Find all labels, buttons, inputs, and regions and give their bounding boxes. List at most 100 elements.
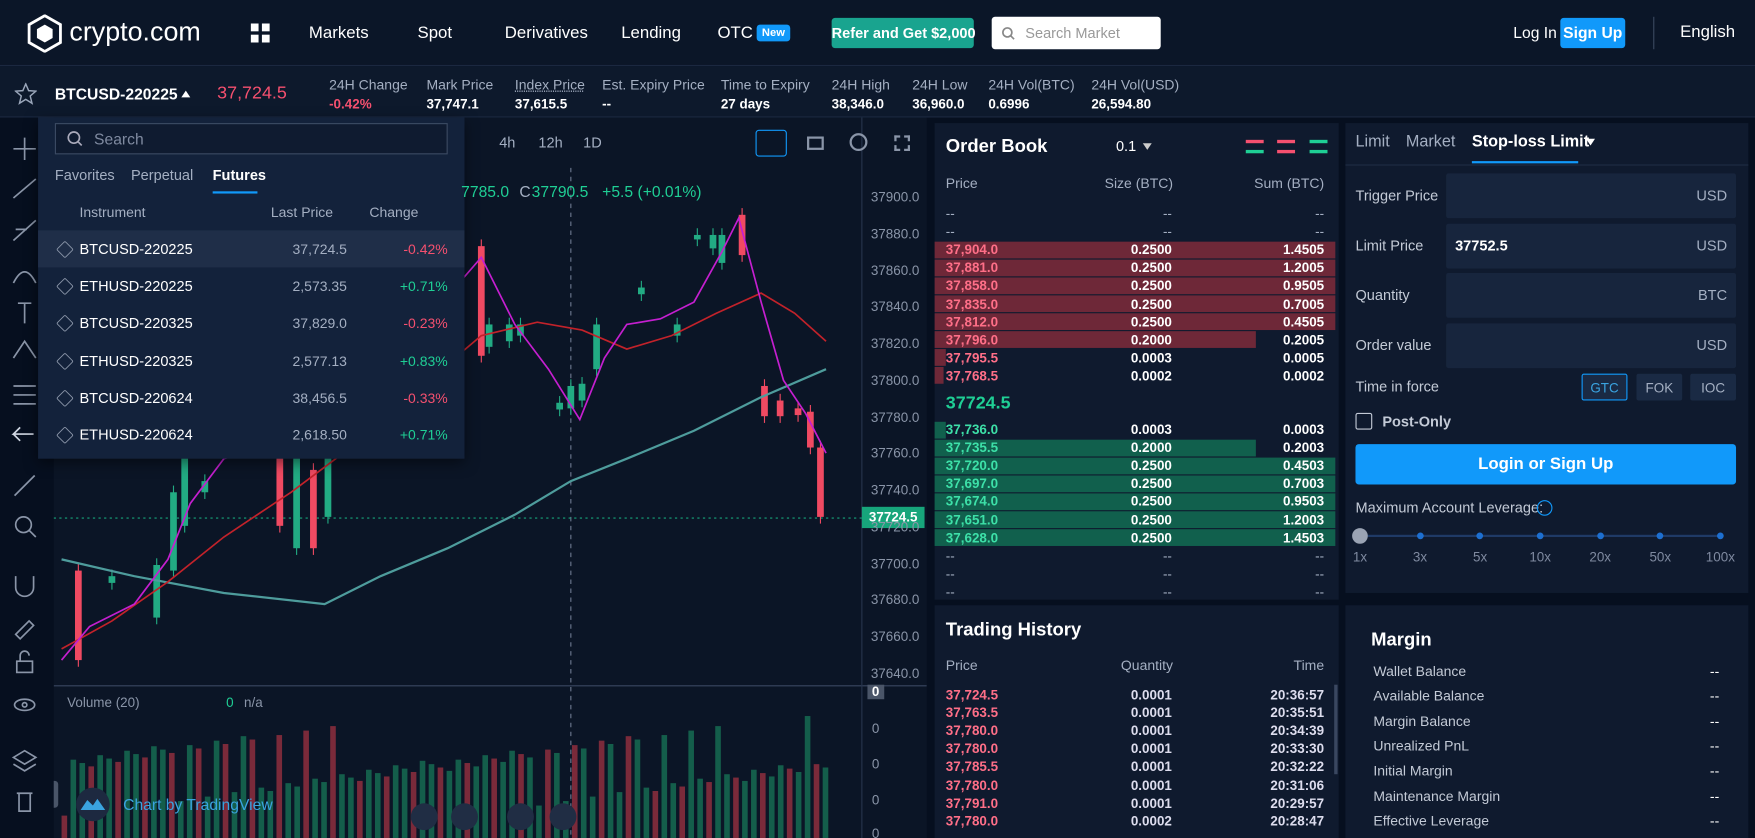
book-size: 0.0003 [1130, 349, 1172, 366]
login-link[interactable]: Log In [1513, 23, 1557, 42]
tif-button[interactable]: FOK [1636, 373, 1683, 401]
book-price[interactable]: 37,697.0 [945, 475, 999, 492]
precision-selector[interactable]: 0.1 [1115, 137, 1137, 155]
book-view-toggle[interactable] [1277, 139, 1296, 154]
candle-body [673, 324, 681, 336]
bar-style-button[interactable] [807, 136, 824, 150]
volume-bar [169, 752, 175, 838]
margin-panel [1345, 605, 1749, 838]
nav-link[interactable]: OTC [717, 23, 753, 43]
fullscreen-button[interactable] [894, 135, 910, 152]
interval-button[interactable]: 4h [499, 134, 516, 152]
field-input[interactable] [1446, 322, 1737, 368]
book-price[interactable]: 37,881.0 [945, 259, 999, 276]
leverage-dot [1656, 532, 1664, 540]
search-market-box[interactable] [991, 16, 1161, 50]
apps-icon[interactable] [250, 23, 270, 43]
book-price[interactable]: 37,858.0 [945, 277, 999, 294]
nav-link[interactable]: Spot [417, 23, 453, 43]
book-price[interactable]: 37,796.0 [945, 331, 999, 348]
instrument-last-price: 2,573.35 [292, 278, 347, 295]
book-price[interactable]: 37,835.0 [945, 295, 999, 312]
trade-quantity: 0.0001 [1130, 704, 1172, 721]
leverage-dot [1717, 532, 1724, 540]
volume-bar [554, 752, 560, 838]
candle-style-button[interactable] [755, 129, 787, 157]
book-price[interactable]: 37,795.5 [945, 349, 999, 366]
nav-link[interactable]: Markets [308, 23, 369, 43]
book-size: 0.2000 [1130, 331, 1172, 348]
volume-axis-label: 0 [871, 792, 880, 808]
settings-button[interactable] [849, 133, 868, 152]
signup-button[interactable]: Sign Up [1560, 17, 1626, 49]
tif-button[interactable]: GTC [1581, 373, 1628, 401]
menu-tab[interactable]: Favorites [54, 166, 115, 184]
book-price[interactable]: 37,812.0 [945, 313, 999, 330]
volume-bar [509, 750, 515, 838]
volume-label[interactable]: Volume (20) [67, 694, 140, 711]
margin-label: Wallet Balance [1373, 663, 1467, 680]
field-input[interactable] [1446, 272, 1737, 318]
interval-button[interactable]: 1D [583, 134, 602, 152]
trade-time: 20:33:30 [1270, 740, 1325, 757]
tif-button[interactable]: IOC [1690, 373, 1737, 401]
order-type-tab[interactable]: Market [1405, 133, 1456, 152]
ticker-symbol[interactable]: BTCUSD-220225 [54, 85, 178, 103]
candle-body [776, 400, 784, 417]
book-column: Sum (BTC) [1254, 175, 1325, 192]
leverage-dot [1536, 532, 1544, 540]
depth-bar [934, 439, 1256, 457]
volume-value: 0 [226, 694, 234, 711]
instrument-last-price: 2,618.50 [292, 427, 347, 444]
tab-underline [212, 191, 258, 194]
order-form-divider [1345, 164, 1749, 166]
order-type-tab[interactable]: Stop-loss Limit [1471, 133, 1590, 152]
leverage-handle[interactable] [1352, 528, 1368, 544]
instrument-name[interactable]: ETHUSD-220325 [79, 351, 193, 369]
volume-bar [589, 796, 596, 838]
book-price[interactable]: 37,628.0 [945, 529, 999, 546]
instrument-name[interactable]: BTCUSD-220624 [79, 389, 193, 406]
language-selector[interactable]: English [1680, 22, 1736, 42]
book-price: -- [945, 583, 955, 600]
favorite-star[interactable] [14, 82, 37, 105]
candle-body [108, 576, 116, 583]
field-input[interactable] [1446, 223, 1737, 268]
instrument-change: -0.42% [403, 241, 448, 258]
post-only-checkbox[interactable] [1355, 412, 1373, 430]
order-type-tab[interactable]: Limit [1355, 133, 1390, 152]
stat-value: 38,346.0 [831, 96, 884, 112]
promo-button[interactable]: Refer and Get $2,000 [831, 17, 976, 49]
interval-button[interactable]: 12h [538, 134, 563, 152]
book-price[interactable]: 37,735.5 [945, 439, 999, 456]
depth-bar [934, 421, 946, 439]
book-price[interactable]: 37,768.5 [945, 367, 999, 384]
book-price[interactable]: 37,674.0 [945, 493, 999, 510]
book-price[interactable]: 37,736.0 [945, 421, 999, 438]
trade-time: 20:36:57 [1270, 686, 1325, 703]
instrument-search[interactable]: Search [94, 129, 144, 148]
candle-body [638, 287, 645, 295]
book-price[interactable]: 37,651.0 [945, 511, 999, 528]
instrument-name[interactable]: BTCUSD-220225 [79, 240, 193, 258]
book-view-toggle[interactable] [1245, 139, 1264, 154]
price-axis-label: 37880.0 [870, 225, 920, 242]
nav-link[interactable]: Derivatives [504, 23, 588, 43]
nav-link[interactable]: Lending [621, 23, 681, 43]
menu-tab[interactable]: Perpetual [130, 166, 194, 184]
candle-body [153, 564, 161, 618]
login-signup-button[interactable]: Login or Sign Up [1355, 444, 1737, 485]
book-price[interactable]: 37,720.0 [945, 457, 999, 474]
instrument-search-box[interactable] [54, 123, 448, 155]
menu-tab[interactable]: Futures [212, 166, 267, 184]
book-view-toggle[interactable] [1309, 139, 1328, 154]
book-price[interactable]: 37,904.0 [945, 241, 999, 258]
caret-up[interactable] [181, 90, 191, 98]
instrument-name[interactable]: BTCUSD-220325 [79, 314, 193, 332]
depth-bar [934, 529, 1336, 547]
instrument-name[interactable]: ETHUSD-220624 [79, 426, 193, 444]
stat-label: 24H Low [912, 77, 968, 93]
field-input[interactable] [1446, 173, 1737, 219]
instrument-name[interactable]: ETHUSD-220225 [79, 277, 193, 295]
volume-bar [536, 805, 542, 838]
